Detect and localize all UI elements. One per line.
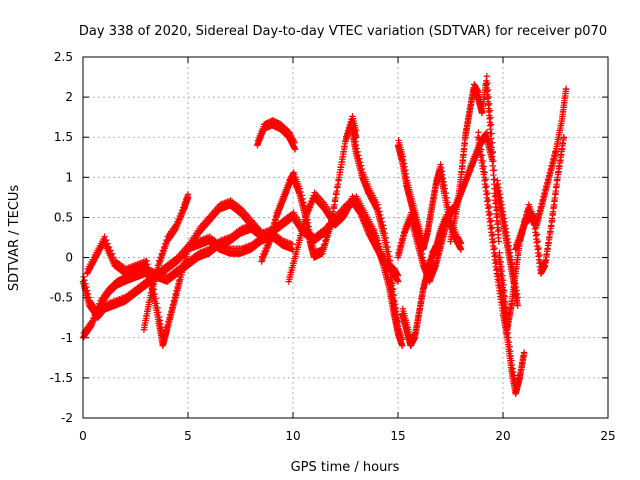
data-point bbox=[153, 299, 160, 307]
grid-lines bbox=[83, 57, 608, 418]
y-tick-label: 0.5 bbox=[54, 210, 73, 224]
data-point bbox=[236, 204, 243, 211]
data-point bbox=[108, 250, 116, 258]
data-point bbox=[154, 304, 161, 311]
data-point bbox=[147, 274, 155, 282]
data-point bbox=[102, 236, 110, 244]
data-point bbox=[80, 273, 87, 281]
data-point bbox=[475, 129, 482, 136]
x-axis-label: GPS time / hours bbox=[291, 460, 400, 475]
data-point bbox=[85, 294, 93, 301]
data-point bbox=[147, 271, 154, 278]
y-tick-label: 2 bbox=[65, 90, 73, 104]
series-sat-track-c bbox=[84, 197, 265, 349]
series-sat-track-d bbox=[254, 117, 299, 153]
data-points bbox=[79, 73, 570, 398]
y-tick-label: -1.5 bbox=[50, 371, 73, 385]
y-tick-label: 1 bbox=[65, 170, 73, 184]
data-point bbox=[151, 290, 158, 298]
data-point bbox=[490, 167, 498, 174]
y-tick-label: -0.5 bbox=[50, 291, 73, 305]
data-point bbox=[152, 295, 159, 302]
data-point bbox=[107, 247, 114, 254]
x-tick-label: 0 bbox=[79, 429, 87, 443]
y-tick-label: -1 bbox=[61, 331, 73, 345]
y-tick-label: -2 bbox=[61, 411, 73, 425]
data-point bbox=[105, 243, 113, 251]
x-tick-label: 15 bbox=[390, 429, 405, 443]
data-point bbox=[146, 267, 153, 275]
y-tick-label: 0 bbox=[65, 251, 73, 265]
data-point bbox=[143, 257, 150, 264]
y-tick-label: 1.5 bbox=[54, 130, 73, 144]
data-point bbox=[90, 318, 97, 325]
data-point bbox=[84, 290, 92, 298]
y-tick-label: 2.5 bbox=[54, 50, 73, 64]
x-tick-label: 25 bbox=[600, 429, 615, 443]
data-point bbox=[335, 177, 342, 184]
plot-frame bbox=[82, 56, 609, 419]
data-point bbox=[83, 283, 90, 291]
series-sat-track-f bbox=[258, 113, 360, 265]
data-point bbox=[145, 264, 152, 271]
data-point bbox=[93, 311, 100, 318]
data-point bbox=[144, 261, 151, 268]
data-point bbox=[155, 309, 162, 316]
data-point bbox=[81, 277, 88, 284]
chart-title: Day 338 of 2020, Sidereal Day-to-day VTE… bbox=[79, 24, 607, 39]
x-tick-label: 5 bbox=[184, 429, 192, 443]
data-point bbox=[101, 233, 108, 240]
axis-ticks: 0 5 10 15 20 25 -2 -1.5 -1 -0.5 0 0.5 1 1.5 2 2.5 bbox=[50, 50, 616, 443]
data-point bbox=[483, 73, 491, 80]
y-axis-label: SDTVAR / TECUs bbox=[7, 185, 22, 292]
data-point bbox=[104, 240, 111, 247]
x-tick-label: 20 bbox=[495, 429, 510, 443]
data-point bbox=[110, 254, 117, 261]
x-tick-label: 10 bbox=[285, 429, 300, 443]
data-point bbox=[84, 287, 91, 294]
